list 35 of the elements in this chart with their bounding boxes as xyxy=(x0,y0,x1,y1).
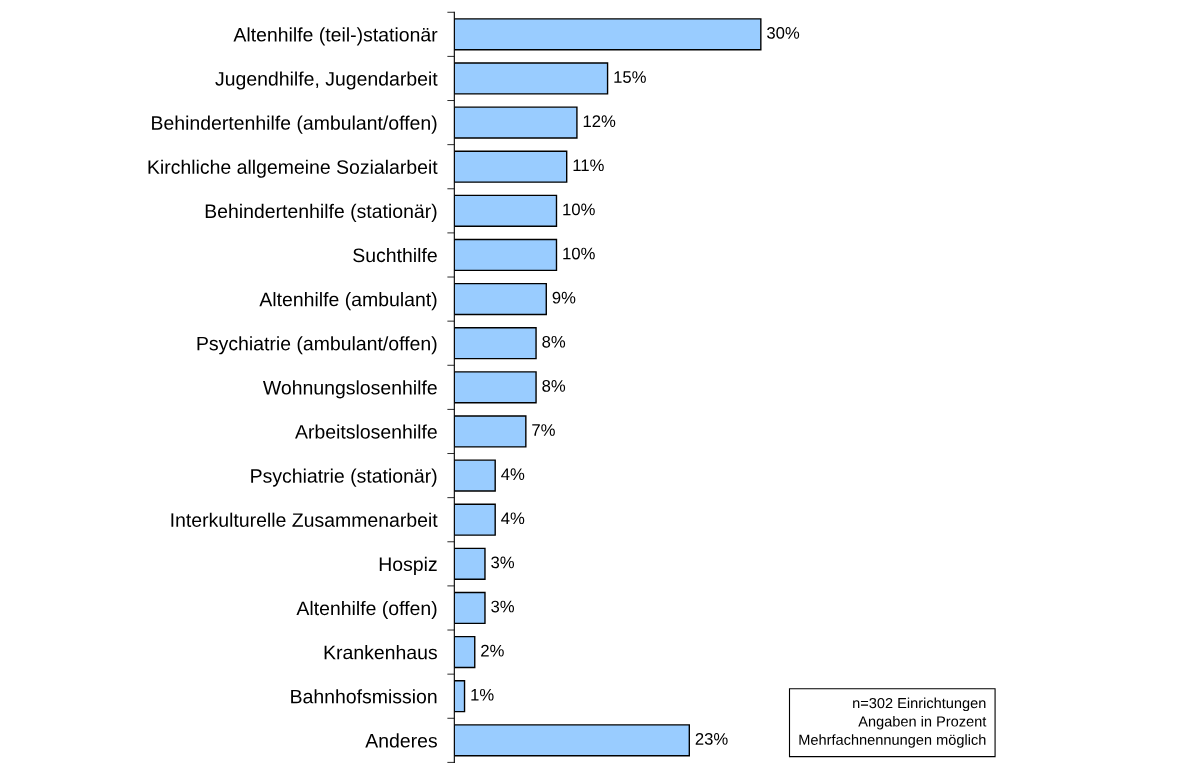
data-label: 15% xyxy=(614,71,646,83)
data-label: 4% xyxy=(501,468,525,480)
y-tick-label: Altenhilfe (offen) xyxy=(296,600,437,620)
y-tick-label: Bahnhofsmission xyxy=(291,689,437,704)
data-label: 4% xyxy=(501,512,525,525)
data-label: 1% xyxy=(471,688,494,701)
data-label: 3% xyxy=(491,556,515,569)
y-tick-label: Krankenhaus xyxy=(324,645,437,660)
y-tick-label: Arbeitslosenhilfe xyxy=(295,424,437,439)
data-label: 10% xyxy=(563,247,595,260)
y-tick-label: Interkulturelle Zusammenarbeit xyxy=(171,512,438,527)
y-tick-label: Behindertenhilfe (ambulant/offen) xyxy=(152,115,437,134)
data-label: 11% xyxy=(573,159,604,172)
y-tick-label: Wohnungslosenhilfe xyxy=(262,380,437,399)
y-tick-label: Anderes xyxy=(365,733,437,748)
data-label: 23% xyxy=(695,733,728,745)
y-tick-label: Altenhilfe (teil-)stationär xyxy=(233,27,438,46)
y-tick-label: Kirchliche allgemeine Sozialarbeit xyxy=(148,159,438,178)
data-label: 8% xyxy=(542,380,566,392)
data-label: 3% xyxy=(491,600,515,613)
data-label: 30% xyxy=(767,27,800,39)
data-label: 9% xyxy=(552,291,576,304)
data-label: 7% xyxy=(532,424,555,436)
data-label: 10% xyxy=(563,203,595,216)
y-tick-label: Jugendhilfe, Jugendarbeit xyxy=(215,71,438,90)
y-tick-label: Hospiz xyxy=(379,556,437,575)
y-tick-label: Psychiatrie (ambulant/offen) xyxy=(197,336,437,355)
data-label: 8% xyxy=(542,335,566,348)
y-tick-label: Psychiatrie (stationär) xyxy=(251,468,437,487)
y-tick-label: Suchthilfe xyxy=(353,247,437,263)
data-label: 12% xyxy=(583,115,616,127)
data-label: 2% xyxy=(481,644,504,657)
y-tick-label: Behindertenhilfe (stationär) xyxy=(205,203,437,222)
y-tick-label: Altenhilfe (ambulant) xyxy=(259,292,437,311)
text: n=302 Einrichtungen Angaben in Prozent Mehrfachnennungen möglich xyxy=(799,697,987,748)
